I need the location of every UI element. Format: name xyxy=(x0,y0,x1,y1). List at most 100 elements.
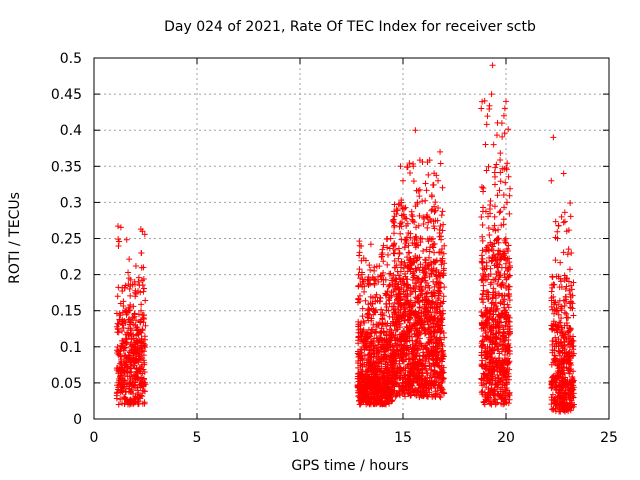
data-point xyxy=(486,232,493,239)
data-point xyxy=(364,357,371,364)
data-point xyxy=(141,388,148,395)
data-point xyxy=(411,391,418,398)
data-point xyxy=(356,384,363,391)
data-point xyxy=(560,249,567,256)
data-point xyxy=(425,254,432,261)
data-point xyxy=(484,314,491,321)
data-point xyxy=(492,316,499,323)
data-point xyxy=(135,278,142,285)
data-point xyxy=(355,340,362,347)
data-point xyxy=(137,395,144,402)
data-point xyxy=(409,385,416,392)
data-point xyxy=(438,236,445,243)
data-point xyxy=(400,310,407,317)
data-point xyxy=(500,388,507,395)
data-point xyxy=(478,296,485,303)
data-point xyxy=(565,246,572,253)
data-point xyxy=(127,301,134,308)
data-point xyxy=(489,360,496,367)
data-point xyxy=(557,259,564,266)
data-point xyxy=(369,300,376,307)
data-point xyxy=(502,179,509,186)
data-point xyxy=(397,300,404,307)
data-point xyxy=(486,379,493,386)
data-point xyxy=(117,300,124,307)
data-point xyxy=(421,353,428,360)
data-point xyxy=(558,358,565,365)
data-point xyxy=(438,328,445,335)
x-tick-label: 25 xyxy=(600,430,618,446)
data-point xyxy=(390,250,397,257)
data-point xyxy=(357,399,364,406)
data-point xyxy=(480,276,487,283)
data-point xyxy=(568,250,575,257)
data-point xyxy=(436,226,443,233)
data-point xyxy=(436,324,443,331)
data-point xyxy=(490,285,497,292)
data-point xyxy=(138,307,145,314)
data-point xyxy=(502,390,509,397)
data-point xyxy=(486,102,493,109)
data-point xyxy=(384,251,391,258)
data-point xyxy=(406,249,413,256)
data-point xyxy=(496,261,503,268)
data-point xyxy=(502,322,509,329)
data-point xyxy=(115,401,122,408)
data-point xyxy=(137,318,144,325)
data-point xyxy=(552,374,559,381)
data-point xyxy=(396,331,403,338)
data-point xyxy=(390,354,397,361)
data-point xyxy=(436,272,443,279)
data-point xyxy=(410,178,417,185)
data-point xyxy=(548,406,555,413)
data-point xyxy=(441,242,448,249)
data-point xyxy=(406,360,413,367)
data-point xyxy=(122,388,129,395)
data-point xyxy=(548,401,555,408)
data-point xyxy=(407,262,414,269)
data-point xyxy=(121,344,128,351)
data-point xyxy=(549,274,556,281)
data-point xyxy=(422,284,429,291)
data-point xyxy=(558,405,565,412)
data-point xyxy=(432,340,439,347)
data-point xyxy=(478,258,485,265)
data-point xyxy=(566,266,573,273)
plot-frame xyxy=(93,57,610,420)
data-point xyxy=(488,91,495,98)
data-point xyxy=(132,262,139,269)
data-point xyxy=(430,351,437,358)
data-point xyxy=(438,328,445,335)
data-point xyxy=(499,332,506,339)
data-point xyxy=(373,263,380,270)
data-point xyxy=(139,228,146,235)
data-point xyxy=(141,285,148,292)
data-point xyxy=(404,254,411,261)
data-point xyxy=(395,286,402,293)
data-point xyxy=(397,230,404,237)
x-tick-label: 20 xyxy=(497,430,515,446)
data-point xyxy=(394,268,401,275)
data-point xyxy=(502,344,509,351)
data-point xyxy=(135,389,142,396)
data-point xyxy=(502,313,509,320)
data-point xyxy=(121,362,128,369)
data-point xyxy=(114,293,121,300)
data-point xyxy=(555,222,562,229)
data-point xyxy=(557,305,564,312)
data-point xyxy=(429,182,436,189)
data-point xyxy=(480,204,487,211)
data-point xyxy=(430,265,437,272)
data-point xyxy=(371,335,378,342)
data-point xyxy=(565,227,572,234)
data-point xyxy=(491,203,498,210)
data-point xyxy=(366,391,373,398)
data-point xyxy=(392,327,399,334)
data-point xyxy=(498,394,505,401)
data-point xyxy=(383,323,390,330)
data-point xyxy=(430,320,437,327)
data-point xyxy=(418,376,425,383)
data-point xyxy=(369,326,376,333)
data-point xyxy=(412,288,419,295)
data-point xyxy=(119,376,126,383)
